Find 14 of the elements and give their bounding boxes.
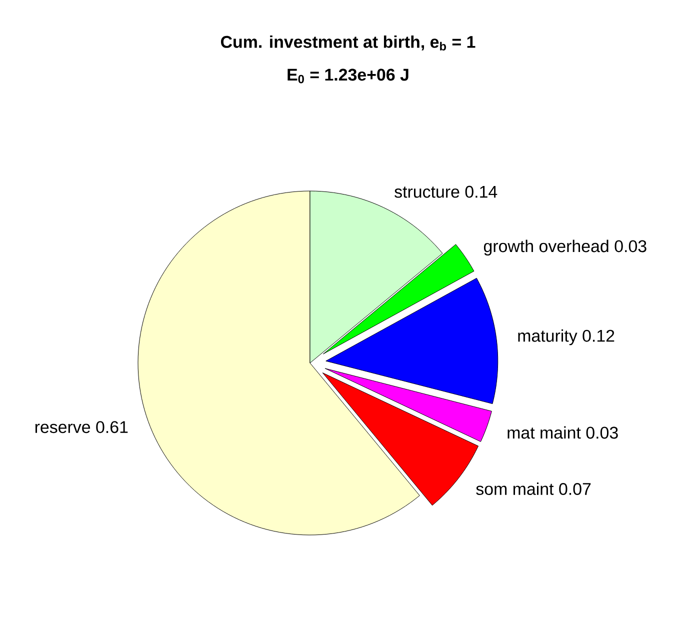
slice-label: reserve [35, 424, 90, 434]
slice-label: structure [394, 186, 460, 198]
slice-label: growth overhead [484, 240, 608, 256]
data-label: 0.61 [96, 421, 128, 434]
slice-label: mat maint [508, 426, 581, 439]
data-label: 0.14 [465, 186, 498, 198]
slice-label: som maint [476, 482, 554, 495]
text: E$_{0}$ = 1.23e+06 J [288, 68, 408, 84]
slice-label: maturity [518, 329, 578, 346]
chart-title: Cum. investment at birth, e$_{b}$ = 1 [220, 35, 476, 51]
data-label: 0.12 [582, 330, 614, 342]
data-label: 0.07 [559, 482, 591, 495]
data-label: 0.03 [586, 426, 618, 439]
data-label: 0.03 [614, 240, 646, 252]
